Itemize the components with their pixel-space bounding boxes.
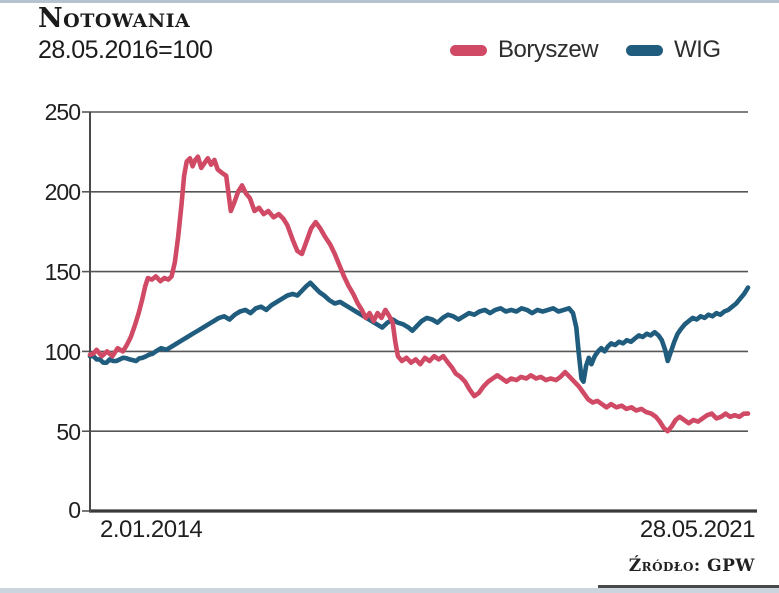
y-tick-150: 150 <box>44 259 81 285</box>
y-tick-200: 200 <box>44 179 81 205</box>
top-border-line <box>0 0 779 3</box>
legend: Boryszew WIG <box>450 38 721 62</box>
wig-line-swatch-icon <box>626 44 664 56</box>
x-axis-start-label: 2.01.2014 <box>100 516 203 543</box>
legend-label-wig: WIG <box>674 36 721 63</box>
x-axis-end-label: 28.05.2021 <box>639 516 756 543</box>
legend-item-wig: WIG <box>626 38 721 62</box>
legend-item-boryszew: Boryszew <box>450 36 599 63</box>
boryszew-line-swatch-icon <box>450 44 487 56</box>
y-tick-250: 250 <box>44 99 81 125</box>
y-tick-100: 100 <box>44 339 81 365</box>
source-credit: Źródło: GPW <box>628 556 755 576</box>
legend-label-boryszew: Boryszew <box>498 36 599 63</box>
series-line-boryszew <box>87 154 751 434</box>
y-tick-50: 50 <box>56 419 81 445</box>
page-title: Notowania <box>38 3 191 34</box>
bottom-border-line <box>0 588 779 593</box>
chart-subtitle: 28.05.2016=100 <box>38 36 213 64</box>
y-tick-0: 0 <box>68 497 81 523</box>
source-divider-line <box>598 585 779 588</box>
series-line-wig <box>87 280 751 384</box>
